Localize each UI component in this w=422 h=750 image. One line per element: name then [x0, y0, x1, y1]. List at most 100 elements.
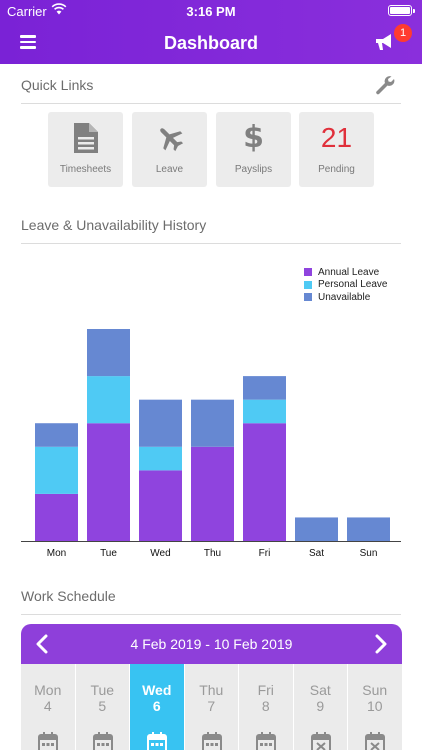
section-divider	[21, 614, 401, 615]
leave-history-chart: Mon Tue Wed Thu Fri Sat Sun	[21, 329, 401, 559]
legend-label: Personal Leave	[318, 279, 388, 291]
calendar-icon	[147, 732, 167, 750]
section-divider	[21, 243, 401, 244]
previous-week-button[interactable]	[31, 632, 55, 656]
day-cell-sat[interactable]: Sat 9	[293, 664, 347, 750]
carrier-label: Carrier	[7, 4, 47, 19]
day-name: Sun	[362, 682, 388, 698]
day-cell-thu[interactable]: Thu 7	[184, 664, 238, 750]
bar-segment-unavailable-fri	[243, 376, 286, 400]
legend-swatch	[304, 280, 312, 289]
bar-segment-annual-leave-thu	[191, 446, 234, 541]
timesheets-tile[interactable]: Timesheets	[48, 112, 123, 187]
airplane-icon	[159, 128, 183, 152]
x-tick-label: Sun	[360, 548, 378, 559]
calendar-icon	[92, 732, 113, 750]
week-range: 4 Feb 2019 - 10 Feb 2019	[130, 636, 293, 652]
day-name: Thu	[199, 682, 224, 698]
bar-segment-unavailable-sat	[295, 517, 338, 541]
menu-icon-line	[20, 46, 36, 49]
day-name: Tue	[90, 682, 115, 698]
legend-swatch	[304, 268, 312, 277]
document-icon	[73, 123, 98, 153]
status-bar: Carrier 3:16 PM	[0, 0, 422, 22]
bar-segment-personal-leave-tue	[87, 376, 130, 424]
menu-icon-line	[20, 40, 36, 43]
x-tick-label: Sat	[309, 548, 324, 559]
pending-tile[interactable]: 21 Pending	[299, 112, 374, 187]
battery-icon	[388, 5, 415, 16]
calendar-x-icon	[310, 732, 331, 750]
legend-item: Personal Leave	[304, 279, 388, 292]
day-number: 10	[366, 698, 383, 714]
day-number: 5	[98, 698, 107, 714]
day-number: 8	[261, 698, 270, 714]
bar-segment-unavailable-thu	[191, 399, 234, 447]
tile-label: Leave	[155, 164, 184, 175]
leave-tile[interactable]: Leave	[132, 112, 207, 187]
calendar-icon	[201, 732, 222, 750]
section-divider	[21, 103, 401, 104]
day-cell-tue[interactable]: Tue 5	[75, 664, 129, 750]
day-cell-mon[interactable]: Mon 4	[21, 664, 75, 750]
bar-segment-annual-leave-tue	[87, 423, 130, 541]
bar-segment-annual-leave-wed	[139, 470, 182, 541]
bar-segment-annual-leave-mon	[35, 493, 78, 541]
page-title: Dashboard	[163, 33, 259, 53]
app-header: Carrier 3:16 PM Dashboard 1	[0, 0, 422, 64]
day-name: Mon	[34, 682, 62, 698]
x-tick-label: Mon	[47, 548, 66, 559]
x-tick-label: Thu	[204, 548, 221, 559]
legend-item: Unavailable	[304, 291, 388, 304]
notification-badge: 1	[394, 24, 412, 42]
dollar-icon: $	[243, 120, 264, 155]
bar-segment-personal-leave-wed	[139, 446, 182, 471]
work-schedule-title: Work Schedule	[21, 588, 116, 604]
day-cell-fri[interactable]: Fri 8	[239, 664, 293, 750]
tile-label: Payslips	[234, 164, 273, 175]
bar-segment-unavailable-sun	[347, 517, 390, 541]
week-selector: 4 Feb 2019 - 10 Feb 2019	[21, 624, 402, 664]
day-number: 9	[316, 698, 325, 714]
legend-label: Unavailable	[318, 291, 371, 303]
day-cell-wed[interactable]: Wed 6	[130, 664, 184, 750]
payslips-tile[interactable]: $ Payslips	[216, 112, 291, 187]
wifi-icon	[51, 3, 67, 15]
tile-label: Pending	[318, 164, 355, 175]
day-number: 7	[207, 698, 216, 714]
calendar-icon	[256, 732, 276, 750]
next-week-button[interactable]	[368, 632, 392, 656]
day-number: 6	[152, 698, 161, 714]
menu-icon-line	[20, 35, 36, 38]
megaphone-icon	[376, 34, 391, 50]
bar-segment-unavailable-tue	[87, 329, 130, 377]
leave-history-title: Leave & Unavailability History	[21, 217, 207, 233]
calendar-icon	[38, 732, 58, 750]
wrench-icon[interactable]	[374, 74, 396, 96]
nav-bar: Dashboard 1	[0, 22, 422, 64]
legend-swatch	[304, 293, 312, 302]
chart-legend: Annual Leave Personal Leave Unavailable	[304, 266, 388, 304]
legend-item: Annual Leave	[304, 266, 388, 279]
day-name: Fri	[257, 682, 274, 698]
tile-label: Timesheets	[59, 164, 112, 175]
calendar-x-icon	[365, 732, 385, 750]
legend-label: Annual Leave	[318, 266, 380, 278]
bar-segment-personal-leave-mon	[35, 446, 78, 494]
pending-count: 21	[320, 122, 353, 153]
status-time: 3:16 PM	[186, 4, 236, 19]
notifications-button[interactable]: 1	[374, 24, 412, 56]
x-tick-label: Wed	[150, 548, 170, 559]
bar-segment-unavailable-mon	[35, 423, 78, 447]
day-cell-sun[interactable]: Sun 10	[348, 664, 402, 750]
day-name: Wed	[142, 682, 172, 698]
menu-button[interactable]	[20, 35, 36, 49]
x-tick-label: Tue	[100, 548, 117, 559]
quick-links-title: Quick Links	[21, 77, 94, 93]
bar-segment-unavailable-wed	[139, 399, 182, 447]
bar-segment-personal-leave-fri	[243, 399, 286, 424]
day-number: 4	[43, 698, 52, 714]
x-tick-label: Fri	[259, 548, 271, 559]
bar-segment-annual-leave-fri	[243, 423, 286, 541]
